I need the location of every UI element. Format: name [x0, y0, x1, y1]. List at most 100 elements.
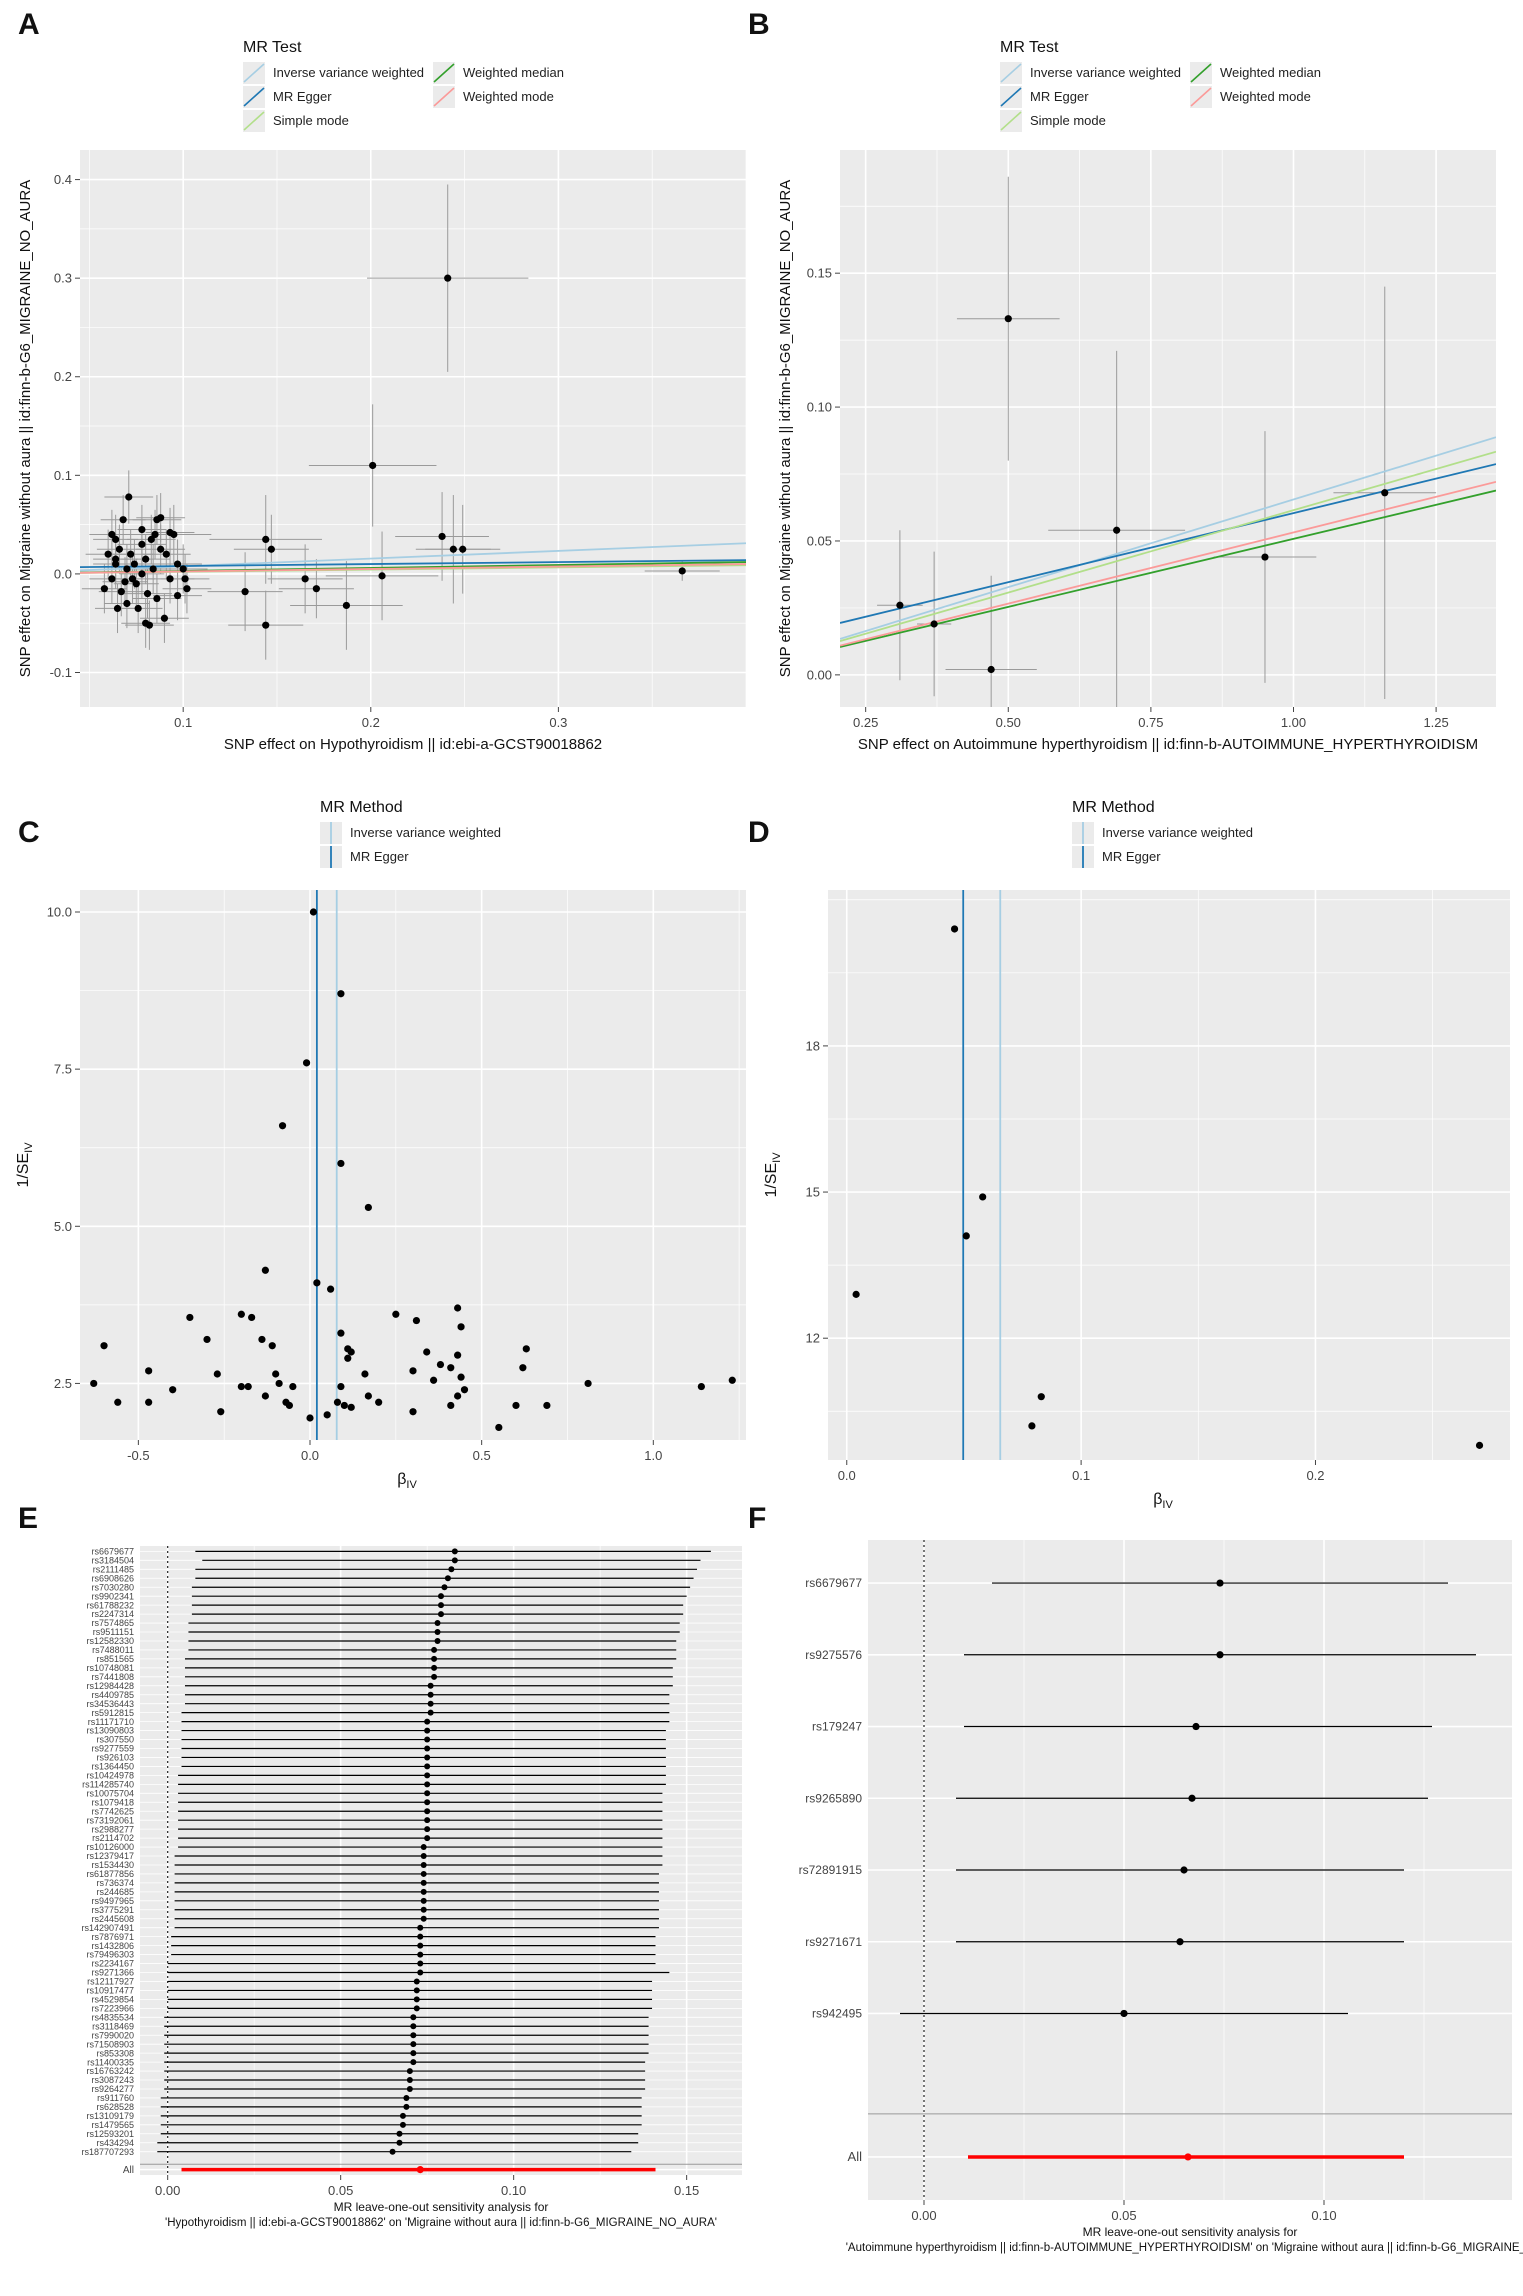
data-point: [130, 560, 139, 568]
data-point: [429, 1376, 438, 1384]
snp-label: rs9511151: [93, 1627, 134, 1637]
gridlines: [80, 150, 746, 707]
snp-label: rs11171710: [88, 1717, 134, 1727]
estimate-point: [1180, 1866, 1188, 1874]
snp-label: rs1079418: [91, 1797, 134, 1807]
panel-b: B 0.25 0.50 0.75 1.00 1.25 0.00 0.05 0.10 0.15 SNP…: [748, 8, 1496, 753]
estimate-point: [431, 1655, 438, 1662]
data-point: [519, 1364, 527, 1372]
estimate-point: [424, 1790, 431, 1797]
estimate-point: [406, 2085, 413, 2092]
snp-label: rs79496303: [86, 1950, 134, 1960]
gridlines: [80, 890, 746, 1440]
y-tick-label: 0.1: [54, 468, 72, 483]
data-point: [323, 1411, 331, 1419]
x-tick-label: 0.2: [1306, 1468, 1324, 1483]
data-point: [90, 1379, 98, 1388]
data-point: [369, 461, 377, 470]
data-point: [117, 588, 125, 596]
snp-label: rs61788232: [86, 1600, 134, 1610]
estimate-point: [434, 1637, 441, 1644]
snp-label: rs114285740: [82, 1779, 134, 1789]
snp-label: rs3775291: [91, 1905, 134, 1915]
data-point: [333, 1398, 342, 1406]
snp-label: rs73192061: [86, 1815, 134, 1825]
y-axis-title: SNP effect on Migraine without aura || i…: [777, 180, 794, 677]
estimate-point: [431, 1673, 438, 1680]
panel-letter: D: [748, 816, 770, 849]
snp-label: rs1364450: [91, 1762, 134, 1772]
data-point: [121, 578, 129, 586]
estimate-point: [427, 1709, 434, 1716]
estimate-point: [413, 1978, 420, 1985]
legend-key-line: [243, 111, 265, 131]
estimate-point: [389, 2148, 396, 2155]
panel-e: E0.00 0.05 0.10 0.15rs6679677rs3184504rs211…: [18, 1502, 742, 2229]
legend-title: MR Method: [1072, 799, 1155, 816]
data-point: [237, 1310, 245, 1318]
overall-estimate-point: [1184, 2153, 1192, 2161]
data-point: [337, 1329, 345, 1337]
data-point: [142, 555, 150, 563]
overall-estimate-point: [416, 2166, 424, 2174]
snp-label: rs2988277: [91, 1824, 134, 1834]
data-point: [237, 1382, 245, 1391]
data-point: [100, 585, 108, 593]
data-point: [275, 1379, 283, 1388]
snp-label: rs3184504: [91, 1555, 134, 1565]
snp-label: rs1534430: [91, 1860, 134, 1870]
estimate-point: [1188, 1794, 1196, 1802]
legend-key-line: [243, 87, 265, 107]
snp-label: rs434294: [96, 2138, 134, 2148]
estimate-point: [410, 2023, 417, 2030]
estimate-point: [420, 1861, 427, 1868]
data-point: [166, 575, 174, 583]
snp-label: rs307550: [96, 1735, 134, 1745]
y-axis-title-main: 1/SE: [763, 1163, 780, 1198]
y-tick-label: 0.4: [54, 172, 72, 187]
data-point: [457, 1373, 465, 1381]
estimate-point: [424, 1781, 431, 1788]
data-point: [1037, 1393, 1045, 1401]
snp-label: rs10917477: [86, 1986, 134, 1996]
plot-title-line1: MR leave-one-out sensitivity analysis fo…: [1083, 2225, 1298, 2239]
snp-label: rs3118469: [92, 2021, 134, 2031]
estimate-point: [406, 2068, 413, 2075]
plot-background: [80, 890, 746, 1440]
x-tick-label: 0.2: [362, 715, 380, 730]
snp-label: rs2114702: [92, 1833, 134, 1843]
data-point: [166, 528, 174, 537]
data-point: [444, 274, 452, 282]
estimate-point: [410, 2050, 417, 2057]
x-tick-label: 0.75: [1138, 715, 1163, 730]
legend-label: Weighted mode: [463, 89, 554, 104]
estimate-point: [424, 1817, 431, 1824]
plot-title-line2: 'Hypothyroidism || id:ebi-a-GCST90018862…: [165, 2217, 717, 2229]
data-point: [584, 1379, 592, 1388]
estimate-point: [427, 1682, 434, 1689]
estimate-point: [406, 2077, 413, 2084]
y-tick-label: 15: [806, 1185, 820, 1200]
data-point: [896, 601, 904, 609]
snp-label: rs9277559: [91, 1744, 134, 1754]
x-tick-label: 0.5: [473, 1448, 491, 1463]
y-tick-label: 0.3: [54, 271, 72, 286]
data-point: [289, 1382, 297, 1391]
data-point: [258, 1335, 266, 1344]
y-tick-label: 0.10: [807, 400, 832, 415]
snp-label: rs6679677: [805, 1576, 862, 1590]
data-point: [1381, 489, 1389, 497]
snp-label: rs7441808: [91, 1672, 134, 1682]
snp-label: rs736374: [96, 1878, 134, 1888]
estimate-point: [434, 1629, 441, 1636]
snp-label: rs187707293: [81, 2147, 134, 2157]
snp-label: rs2445608: [91, 1914, 134, 1924]
data-point: [183, 585, 191, 593]
data-point: [364, 1392, 372, 1400]
legend-label: Weighted mode: [1220, 89, 1311, 104]
data-point: [157, 514, 165, 522]
estimate-point: [420, 1844, 427, 1851]
snp-label: rs7876971: [91, 1932, 134, 1942]
snp-label: rs179247: [812, 1720, 862, 1734]
snp-label: rs851565: [96, 1654, 134, 1664]
